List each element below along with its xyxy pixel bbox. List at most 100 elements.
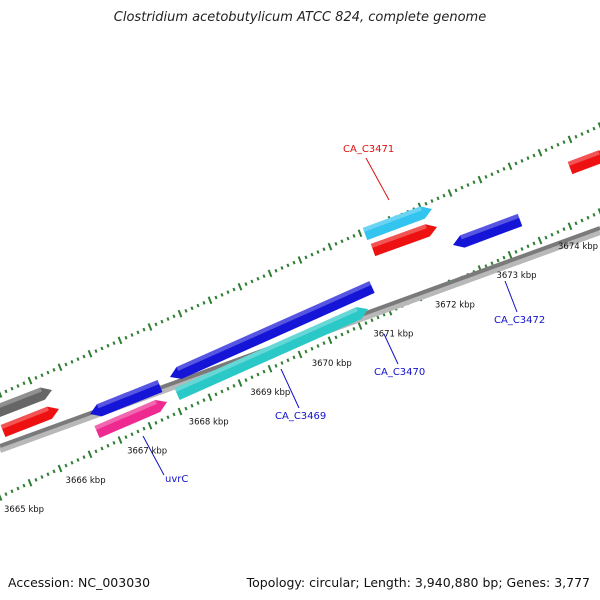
gene-red-ca-c3471-below-arrow	[370, 224, 438, 257]
scale-tick	[550, 232, 554, 237]
scale-tick	[370, 318, 374, 323]
scale-tick	[580, 218, 584, 223]
scale-tick	[57, 363, 63, 372]
scale-tick	[436, 196, 440, 201]
gene-ca-c3470[interactable]	[167, 281, 375, 383]
scale-tick	[177, 309, 183, 318]
scale-tick	[322, 247, 326, 252]
scale-tick	[574, 134, 578, 139]
scale-tick	[196, 401, 200, 405]
scale-tick	[327, 242, 333, 251]
scale-tick	[514, 250, 518, 254]
scale-tick	[597, 122, 600, 129]
scale-tick	[190, 306, 194, 311]
scale-tick	[586, 215, 590, 220]
scale-tick	[267, 364, 273, 373]
gene-label-ca_c3470[interactable]: CA_C3470	[374, 367, 425, 378]
gene-gray-left[interactable]	[0, 384, 54, 419]
gene-red-right[interactable]	[567, 147, 600, 175]
gene-label-ca_c3471[interactable]: CA_C3471	[343, 144, 394, 155]
scale-tick	[322, 341, 326, 345]
scale-tick	[214, 295, 218, 300]
scale-tick	[70, 359, 74, 364]
scale-tick	[597, 208, 600, 215]
scale-label-3668: 3668 kbp	[189, 417, 229, 427]
scale-tick	[117, 436, 123, 444]
scale-tick	[580, 132, 584, 136]
scale-tick	[70, 460, 74, 465]
scale-tick	[280, 361, 284, 365]
scale-tick	[364, 321, 368, 326]
gene-label-ca_c3472[interactable]: CA_C3472	[494, 315, 545, 326]
scale-tick	[346, 236, 350, 241]
scale-tick	[574, 221, 578, 226]
gene-red-right-arrow	[567, 150, 600, 175]
scale-tick	[544, 148, 548, 152]
scale-tick	[562, 227, 566, 231]
scale-tick	[340, 239, 344, 244]
gene-gray-left-highlight	[0, 387, 42, 410]
scale-tick	[16, 486, 20, 491]
scale-tick	[592, 126, 596, 131]
scale-tick	[142, 426, 146, 431]
gene-label-uvrc[interactable]: uvrC	[165, 474, 188, 485]
scale-tick	[502, 167, 506, 171]
scale-tick	[490, 172, 494, 177]
leader-line-ca_c3472	[504, 280, 518, 313]
gene-blue-uvrc-neighbor[interactable]	[88, 379, 163, 420]
scale-tick	[147, 323, 153, 331]
scale-tick	[424, 201, 428, 206]
scale-label-3670: 3670 kbp	[312, 359, 352, 369]
scale-tick	[207, 393, 213, 402]
scale-tick	[82, 354, 86, 359]
scale-tick	[184, 309, 188, 313]
scale-tick	[154, 322, 158, 327]
gene-blue-uvrc-neighbor-arrow	[90, 379, 163, 417]
gene-red-left-highlight	[0, 406, 49, 429]
gene-ca-c3471-arrow	[362, 206, 432, 241]
scale-tick	[52, 368, 56, 372]
gene-ca-c3471-highlight	[362, 206, 422, 232]
scale-tick	[286, 358, 290, 363]
scale-label-3671: 3671 kbp	[373, 330, 413, 340]
gene-ca-c3469[interactable]	[174, 303, 370, 400]
gene-ca-c3472[interactable]	[451, 213, 523, 251]
scale-tick	[226, 290, 230, 295]
scale-tick	[310, 252, 314, 257]
scale-tick	[484, 175, 488, 179]
scale-tick	[220, 389, 224, 394]
gene-red-ca-c3471-below[interactable]	[370, 221, 439, 257]
gene-red-ca-c3471-below-highlight	[370, 224, 427, 248]
scale-tick	[274, 364, 278, 368]
gene-ca-c3471[interactable]	[362, 203, 435, 241]
gene-labels: CA_C3471 CA_C3472 CA_C3470 CA_C3469 uvrC	[165, 144, 545, 485]
scale-tick	[112, 341, 116, 345]
scale-label-3665: 3665 kbp	[4, 505, 44, 515]
scale-label-3673: 3673 kbp	[496, 271, 536, 281]
leader-line-ca_c3469	[280, 368, 300, 409]
scale-tick	[94, 449, 98, 454]
scale-tick	[250, 375, 254, 380]
scale-tick	[22, 381, 26, 386]
scale-tick	[64, 362, 68, 367]
scale-label-3669: 3669 kbp	[250, 388, 290, 398]
scale-tick	[106, 443, 110, 448]
scale-tick	[46, 370, 50, 375]
scale-tick	[267, 269, 273, 278]
scale-tick	[0, 391, 3, 398]
gene-ca-c3472-highlight	[460, 213, 520, 240]
gene-label-ca_c3469[interactable]: CA_C3469	[275, 411, 326, 422]
gene-red-left[interactable]	[0, 403, 62, 438]
scale-tick	[532, 241, 536, 246]
scale-tick	[0, 494, 3, 501]
gene-uvrc[interactable]	[94, 396, 169, 438]
scale-tick	[477, 175, 483, 184]
scale-tick	[526, 156, 530, 161]
scale-tick	[567, 222, 573, 231]
scale-tick	[4, 389, 8, 394]
scale-tick	[40, 475, 44, 479]
scale-tick	[340, 332, 344, 337]
scale-tick	[556, 230, 560, 234]
leader-line-uvrc	[142, 435, 165, 476]
